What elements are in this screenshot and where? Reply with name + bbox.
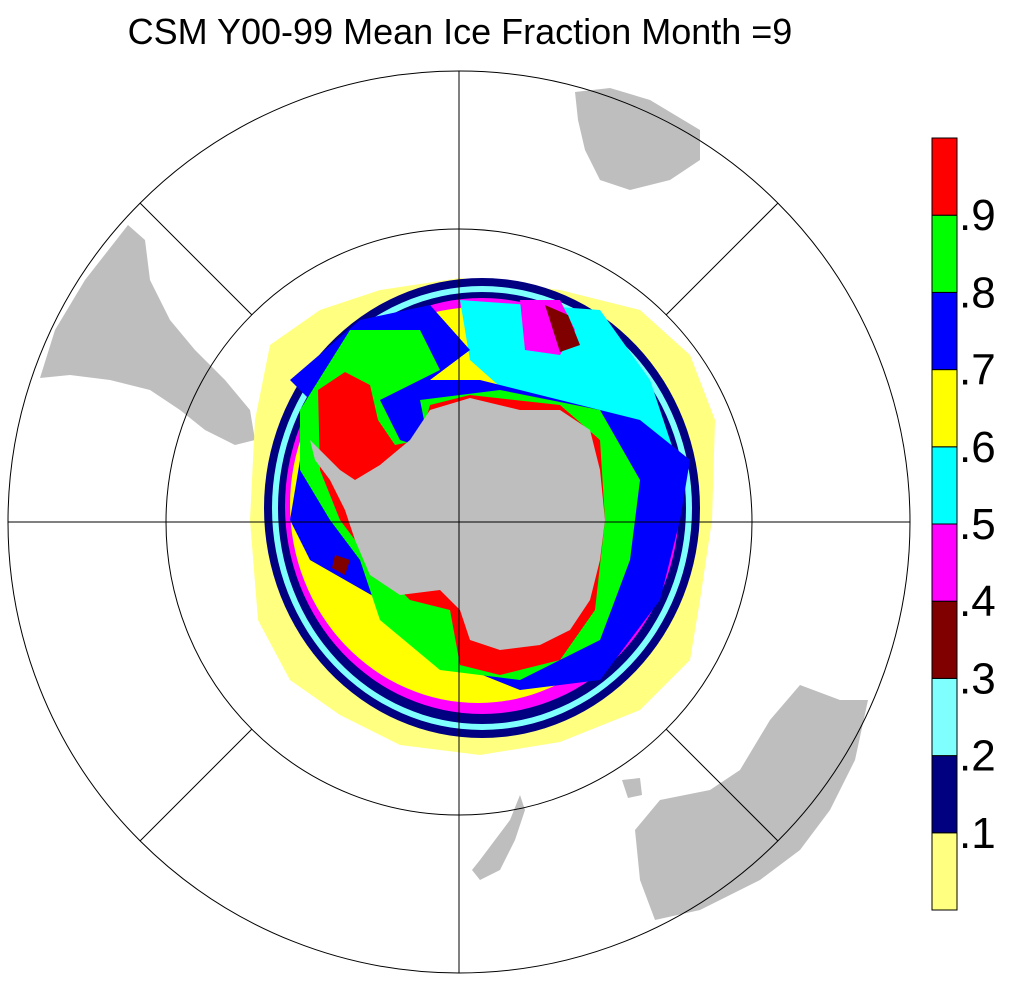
- colorbar-box: [931, 446, 958, 525]
- map-title: CSM Y00-99 Mean Ice Fraction Month =9: [128, 11, 793, 52]
- land-africa: [575, 88, 700, 190]
- graticule-line: [665, 728, 779, 842]
- land-australia: [635, 685, 868, 920]
- colorbar-label: .9: [959, 191, 996, 240]
- colorbar-box: [931, 600, 958, 679]
- colorbar-label: .2: [959, 732, 996, 781]
- land-south-america: [40, 225, 255, 445]
- colorbar-box: [931, 832, 958, 911]
- colorbar-label: .6: [959, 423, 996, 472]
- colorbar-box: [931, 291, 958, 371]
- colorbar-label: .4: [959, 577, 996, 626]
- colorbar-box: [931, 137, 958, 216]
- land-new-zealand: [472, 795, 525, 880]
- colorbar-box: [931, 214, 958, 293]
- graticule-line: [139, 728, 253, 842]
- graticule-line: [665, 202, 779, 316]
- map: [7, 70, 911, 974]
- colorbar: .1 .2 .3 .4 .5 .6 .7 .8 .9: [931, 137, 996, 911]
- colorbar-label: .1: [959, 809, 996, 858]
- ice-region: [332, 555, 350, 575]
- colorbar-label: .3: [959, 654, 996, 703]
- colorbar-box: [931, 523, 958, 602]
- colorbar-box: [931, 369, 958, 448]
- colorbar-label: .5: [959, 500, 996, 549]
- colorbar-label: .7: [959, 346, 996, 395]
- colorbar-box: [931, 755, 958, 834]
- land-tasmania: [622, 778, 642, 798]
- land-antarctica: [310, 398, 605, 650]
- graticule-line: [139, 202, 253, 316]
- colorbar-label: .8: [959, 268, 996, 317]
- ice-region: [545, 305, 580, 352]
- colorbar-box: [931, 677, 958, 757]
